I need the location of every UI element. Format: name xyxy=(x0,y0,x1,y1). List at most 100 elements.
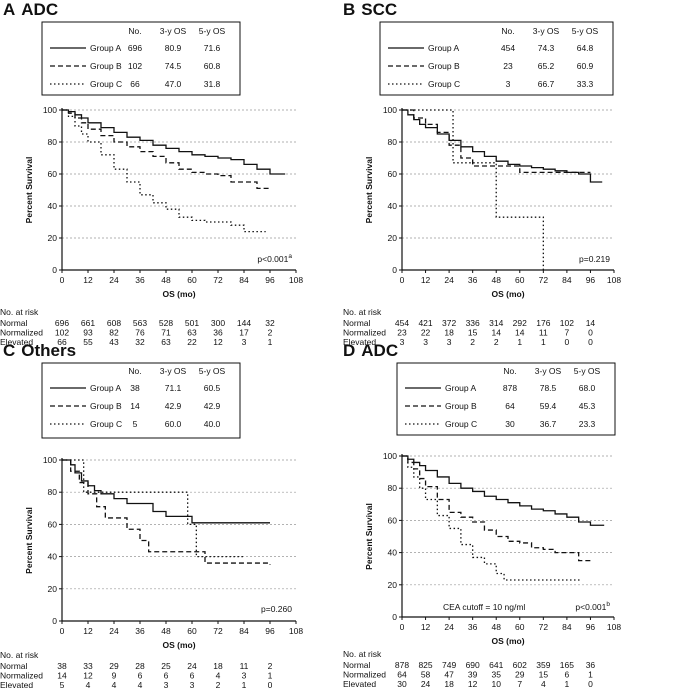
risk-value: 3 xyxy=(242,337,247,347)
risk-row-label: Normal xyxy=(0,661,28,671)
legend-value: 5 xyxy=(133,419,138,429)
risk-value: 421 xyxy=(418,318,432,328)
x-tick-label: 96 xyxy=(586,275,596,285)
x-tick-label: 84 xyxy=(239,626,249,636)
legend-value: 65.2 xyxy=(538,61,555,71)
y-tick-label: 20 xyxy=(388,233,398,243)
risk-value: 14 xyxy=(515,328,525,338)
legend-label: Group C xyxy=(90,79,122,89)
risk-value: 3 xyxy=(447,337,452,347)
legend-header: 5-y OS xyxy=(574,366,601,376)
risk-value: 15 xyxy=(539,670,549,680)
p-value: p=0.260 xyxy=(261,604,292,614)
risk-value: 300 xyxy=(211,318,225,328)
legend-value: 40.0 xyxy=(204,419,221,429)
y-tick-label: 0 xyxy=(52,265,57,275)
risk-table-title: No. at risk xyxy=(343,649,382,659)
risk-value: 43 xyxy=(109,337,119,347)
panel-subtitle: ADC xyxy=(21,0,58,19)
y-axis-label: Percent Survival xyxy=(24,507,34,574)
legend-box xyxy=(41,362,241,439)
risk-value: 176 xyxy=(536,318,550,328)
p-value: p<0.001a xyxy=(257,253,292,264)
curve-group-a xyxy=(402,455,605,526)
y-tick-label: 80 xyxy=(388,137,398,147)
risk-value: 102 xyxy=(55,328,69,338)
y-tick-label: 40 xyxy=(388,201,398,211)
y-axis-label: Percent Survival xyxy=(364,157,374,224)
x-tick-label: 60 xyxy=(187,275,197,285)
legend-label: Group C xyxy=(90,419,122,429)
risk-value: 28 xyxy=(135,661,145,671)
legend-header: 3-y OS xyxy=(535,366,562,376)
risk-value: 24 xyxy=(421,679,431,689)
risk-value: 2 xyxy=(216,680,221,690)
x-tick-label: 84 xyxy=(562,275,572,285)
risk-row-label: Elevated xyxy=(0,680,33,690)
legend-label: Group A xyxy=(445,383,477,393)
risk-value: 1 xyxy=(268,337,273,347)
legend-label: Group A xyxy=(90,383,122,393)
x-tick-label: 48 xyxy=(161,626,171,636)
risk-value: 29 xyxy=(515,670,525,680)
risk-value: 6 xyxy=(190,671,195,681)
x-tick-label: 72 xyxy=(213,626,223,636)
x-tick-label: 0 xyxy=(60,626,65,636)
curve-group-b xyxy=(402,455,591,562)
risk-value: 602 xyxy=(513,660,527,670)
risk-value: 2 xyxy=(268,661,273,671)
y-tick-label: 20 xyxy=(48,233,58,243)
risk-value: 2 xyxy=(470,337,475,347)
risk-value: 3 xyxy=(423,337,428,347)
legend-value: 33.3 xyxy=(577,79,594,89)
x-tick-label: 96 xyxy=(586,622,596,632)
legend-box xyxy=(41,21,241,96)
x-tick-label: 84 xyxy=(562,622,572,632)
panel-a: A ADC No. 3-y OS 5-y OS Group A 696 80.9 71.6 Gro… xyxy=(0,0,303,347)
risk-value: 10 xyxy=(491,679,501,689)
risk-value: 3 xyxy=(190,680,195,690)
curve-group-a xyxy=(402,109,603,183)
legend-value: 60.5 xyxy=(204,383,221,393)
x-tick-label: 48 xyxy=(161,275,171,285)
curve-group-b xyxy=(402,109,591,174)
risk-value: 22 xyxy=(187,337,197,347)
x-tick-label: 72 xyxy=(539,622,549,632)
risk-value: 0 xyxy=(588,679,593,689)
x-tick-label: 36 xyxy=(468,622,478,632)
legend-value: 42.9 xyxy=(165,401,182,411)
legend-label: Group B xyxy=(445,401,477,411)
legend-value: 64 xyxy=(505,401,515,411)
legend-label: Group B xyxy=(90,401,122,411)
risk-value: 24 xyxy=(187,661,197,671)
risk-value: 93 xyxy=(83,328,93,338)
y-tick-label: 80 xyxy=(388,483,398,493)
legend-label: Group A xyxy=(90,43,122,53)
risk-value: 12 xyxy=(213,337,223,347)
panel-subtitle: Others xyxy=(21,341,76,360)
curve-group-b xyxy=(62,109,271,190)
legend-value: 14 xyxy=(130,401,140,411)
risk-value: 58 xyxy=(421,670,431,680)
risk-row-label: Normalized xyxy=(0,671,43,681)
y-tick-label: 0 xyxy=(392,265,397,275)
legend-value: 878 xyxy=(503,383,517,393)
legend-value: 696 xyxy=(128,43,142,53)
x-tick-label: 0 xyxy=(400,622,405,632)
x-tick-label: 0 xyxy=(400,275,405,285)
risk-value: 66 xyxy=(57,337,67,347)
legend-value: 60.8 xyxy=(204,61,221,71)
legend-value: 454 xyxy=(501,43,515,53)
risk-value: 82 xyxy=(109,328,119,338)
legend-value: 68.0 xyxy=(579,383,596,393)
risk-value: 12 xyxy=(83,671,93,681)
legend-box xyxy=(379,21,614,96)
x-tick-label: 24 xyxy=(109,275,119,285)
risk-value: 749 xyxy=(442,660,456,670)
risk-value: 36 xyxy=(586,660,596,670)
y-tick-label: 60 xyxy=(388,169,398,179)
legend-value: 23 xyxy=(503,61,513,71)
legend-value: 66 xyxy=(130,79,140,89)
x-tick-label: 108 xyxy=(289,626,303,636)
p-value-superscript: b xyxy=(606,601,610,608)
